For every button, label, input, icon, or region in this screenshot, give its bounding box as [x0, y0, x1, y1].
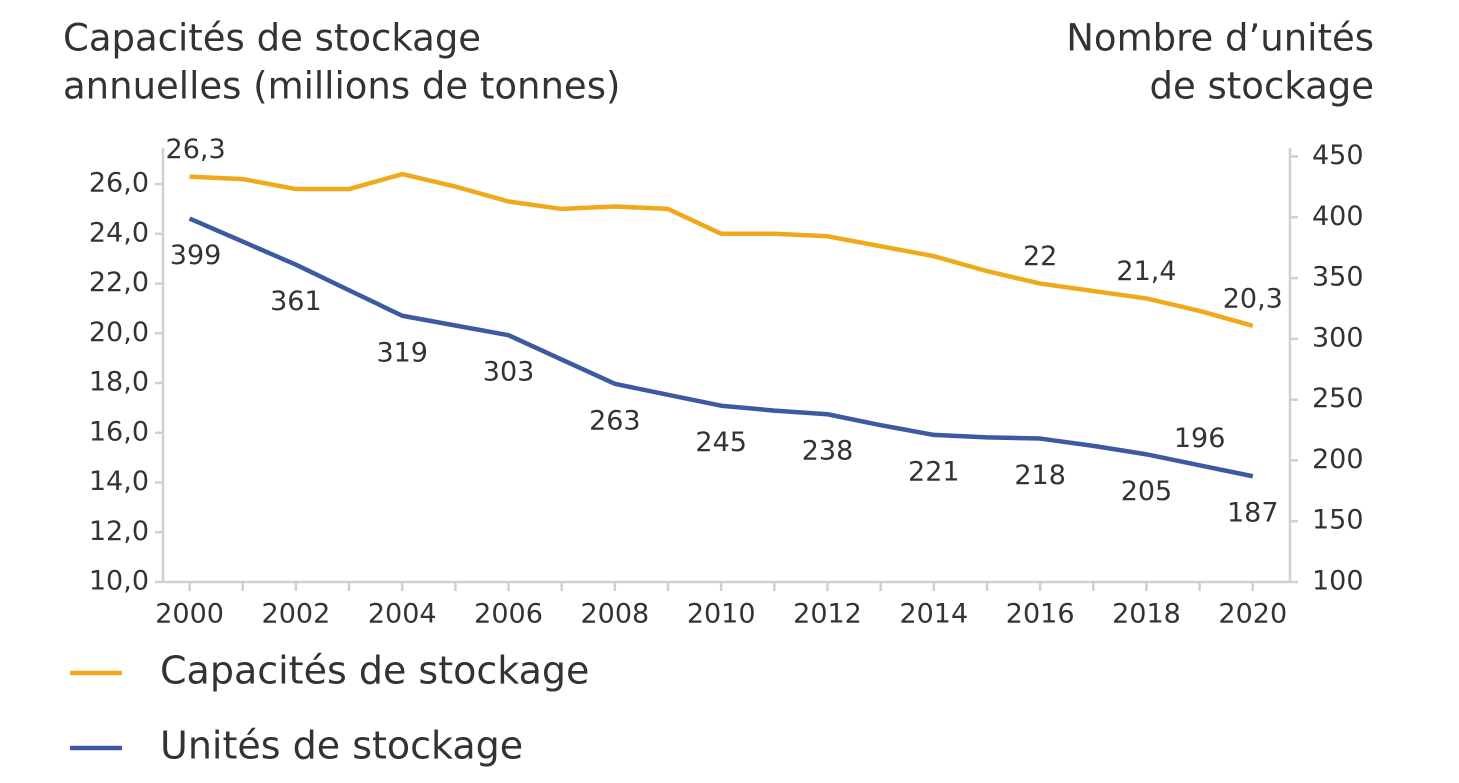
data-label: 26,3 [166, 134, 226, 165]
x-tick-label: 2014 [899, 599, 968, 630]
legend-label: Unités de stockage [160, 724, 523, 768]
y2-tick-label: 400 [1312, 201, 1364, 232]
series-line [189, 171, 1254, 328]
x-tick-label: 2006 [474, 599, 543, 630]
y-axis-title: Capacités de stockage [63, 17, 481, 60]
x-tick-label: 2012 [793, 599, 862, 630]
y-tick-label: 18,0 [89, 367, 149, 398]
data-label: 205 [1121, 476, 1173, 507]
data-label: 21,4 [1116, 256, 1176, 287]
series-line [188, 216, 1254, 479]
x-tick-label: 2010 [687, 599, 756, 630]
x-tick-label: 2002 [262, 599, 331, 630]
data-label: 20,3 [1223, 283, 1283, 314]
y2-axis-title: Nombre d’unités [1066, 17, 1374, 60]
y-tick-label: 16,0 [89, 416, 149, 447]
x-tick-label: 2020 [1218, 599, 1287, 630]
data-label: 22 [1023, 241, 1057, 272]
x-tick-label: 2016 [1006, 599, 1075, 630]
data-label: 361 [270, 286, 322, 317]
data-label: 303 [483, 357, 535, 388]
y2-tick-label: 450 [1312, 140, 1364, 171]
y-tick-label: 10,0 [89, 566, 149, 597]
data-label: 263 [589, 405, 641, 436]
y-tick-label: 12,0 [89, 516, 149, 547]
y-tick-label: 24,0 [89, 217, 149, 248]
y-tick-label: 14,0 [89, 466, 149, 497]
y-axis-title: annuelles (millions de tonnes) [63, 65, 620, 108]
data-label: 221 [908, 456, 960, 487]
y2-tick-label: 250 [1312, 383, 1364, 414]
y2-tick-label: 350 [1312, 262, 1364, 293]
data-label: 319 [376, 337, 428, 368]
data-label: 187 [1227, 498, 1279, 529]
data-label: 238 [802, 436, 854, 467]
data-label: 245 [695, 427, 747, 458]
y-tick-label: 20,0 [89, 317, 149, 348]
y2-tick-label: 300 [1312, 322, 1364, 353]
x-tick-label: 2000 [155, 599, 224, 630]
y2-tick-label: 200 [1312, 444, 1364, 475]
legend-label: Capacités de stockage [160, 649, 589, 693]
data-label: 196 [1174, 423, 1226, 454]
y-tick-label: 26,0 [89, 168, 149, 199]
data-label: 218 [1014, 460, 1066, 491]
data-label: 399 [170, 240, 222, 271]
y2-tick-label: 150 [1312, 505, 1364, 536]
y2-axis-title: de stockage [1150, 65, 1374, 108]
y2-tick-label: 100 [1312, 566, 1364, 597]
x-tick-label: 2004 [368, 599, 437, 630]
y-tick-label: 22,0 [89, 267, 149, 298]
x-tick-label: 2018 [1112, 599, 1181, 630]
x-tick-label: 2008 [581, 599, 650, 630]
